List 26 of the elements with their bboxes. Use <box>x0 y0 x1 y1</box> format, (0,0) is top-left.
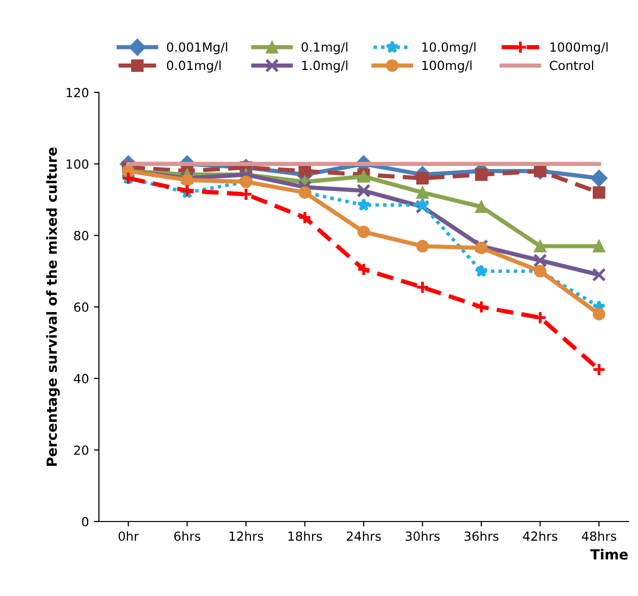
x-tick-label: 48hrs <box>582 531 616 541</box>
legend-label: 100mg/l <box>422 60 472 73</box>
y-tick-label: 20 <box>74 445 88 455</box>
x-tick-label: 30hrs <box>406 531 440 541</box>
x-tick-label: 42hrs <box>523 531 558 541</box>
legend-label: 10.0mg/l <box>422 42 476 54</box>
legend-label: 1.0mg/l <box>302 60 348 73</box>
x-tick-label: 6hrs <box>174 531 200 541</box>
y-tick-label: 0 <box>82 516 88 526</box>
y-tick-label: 40 <box>74 374 88 384</box>
legend-label: 0.01mg/l <box>166 60 221 73</box>
x-tick-label: 0hr <box>118 531 139 541</box>
legend-label: 1000mg/l <box>550 42 608 54</box>
x-axis-title: Time <box>590 548 628 560</box>
x-tick-label: 12hrs <box>230 531 264 541</box>
y-axis-title: Percentage survival of the mixed culture <box>46 147 60 466</box>
y-tick-label: 120 <box>66 88 88 98</box>
y-tick-label: 100 <box>66 159 88 169</box>
x-tick-label: 18hrs <box>288 531 322 541</box>
y-tick-label: 80 <box>74 230 88 240</box>
x-tick-label: 24hrs <box>346 531 381 541</box>
x-tick-label: 36hrs <box>464 531 498 541</box>
legend-label: Control <box>550 60 594 70</box>
legend-label: 0.001Mg/l <box>166 42 228 54</box>
y-tick-label: 60 <box>74 302 88 312</box>
legend-label: 0.1mg/l <box>302 42 348 54</box>
